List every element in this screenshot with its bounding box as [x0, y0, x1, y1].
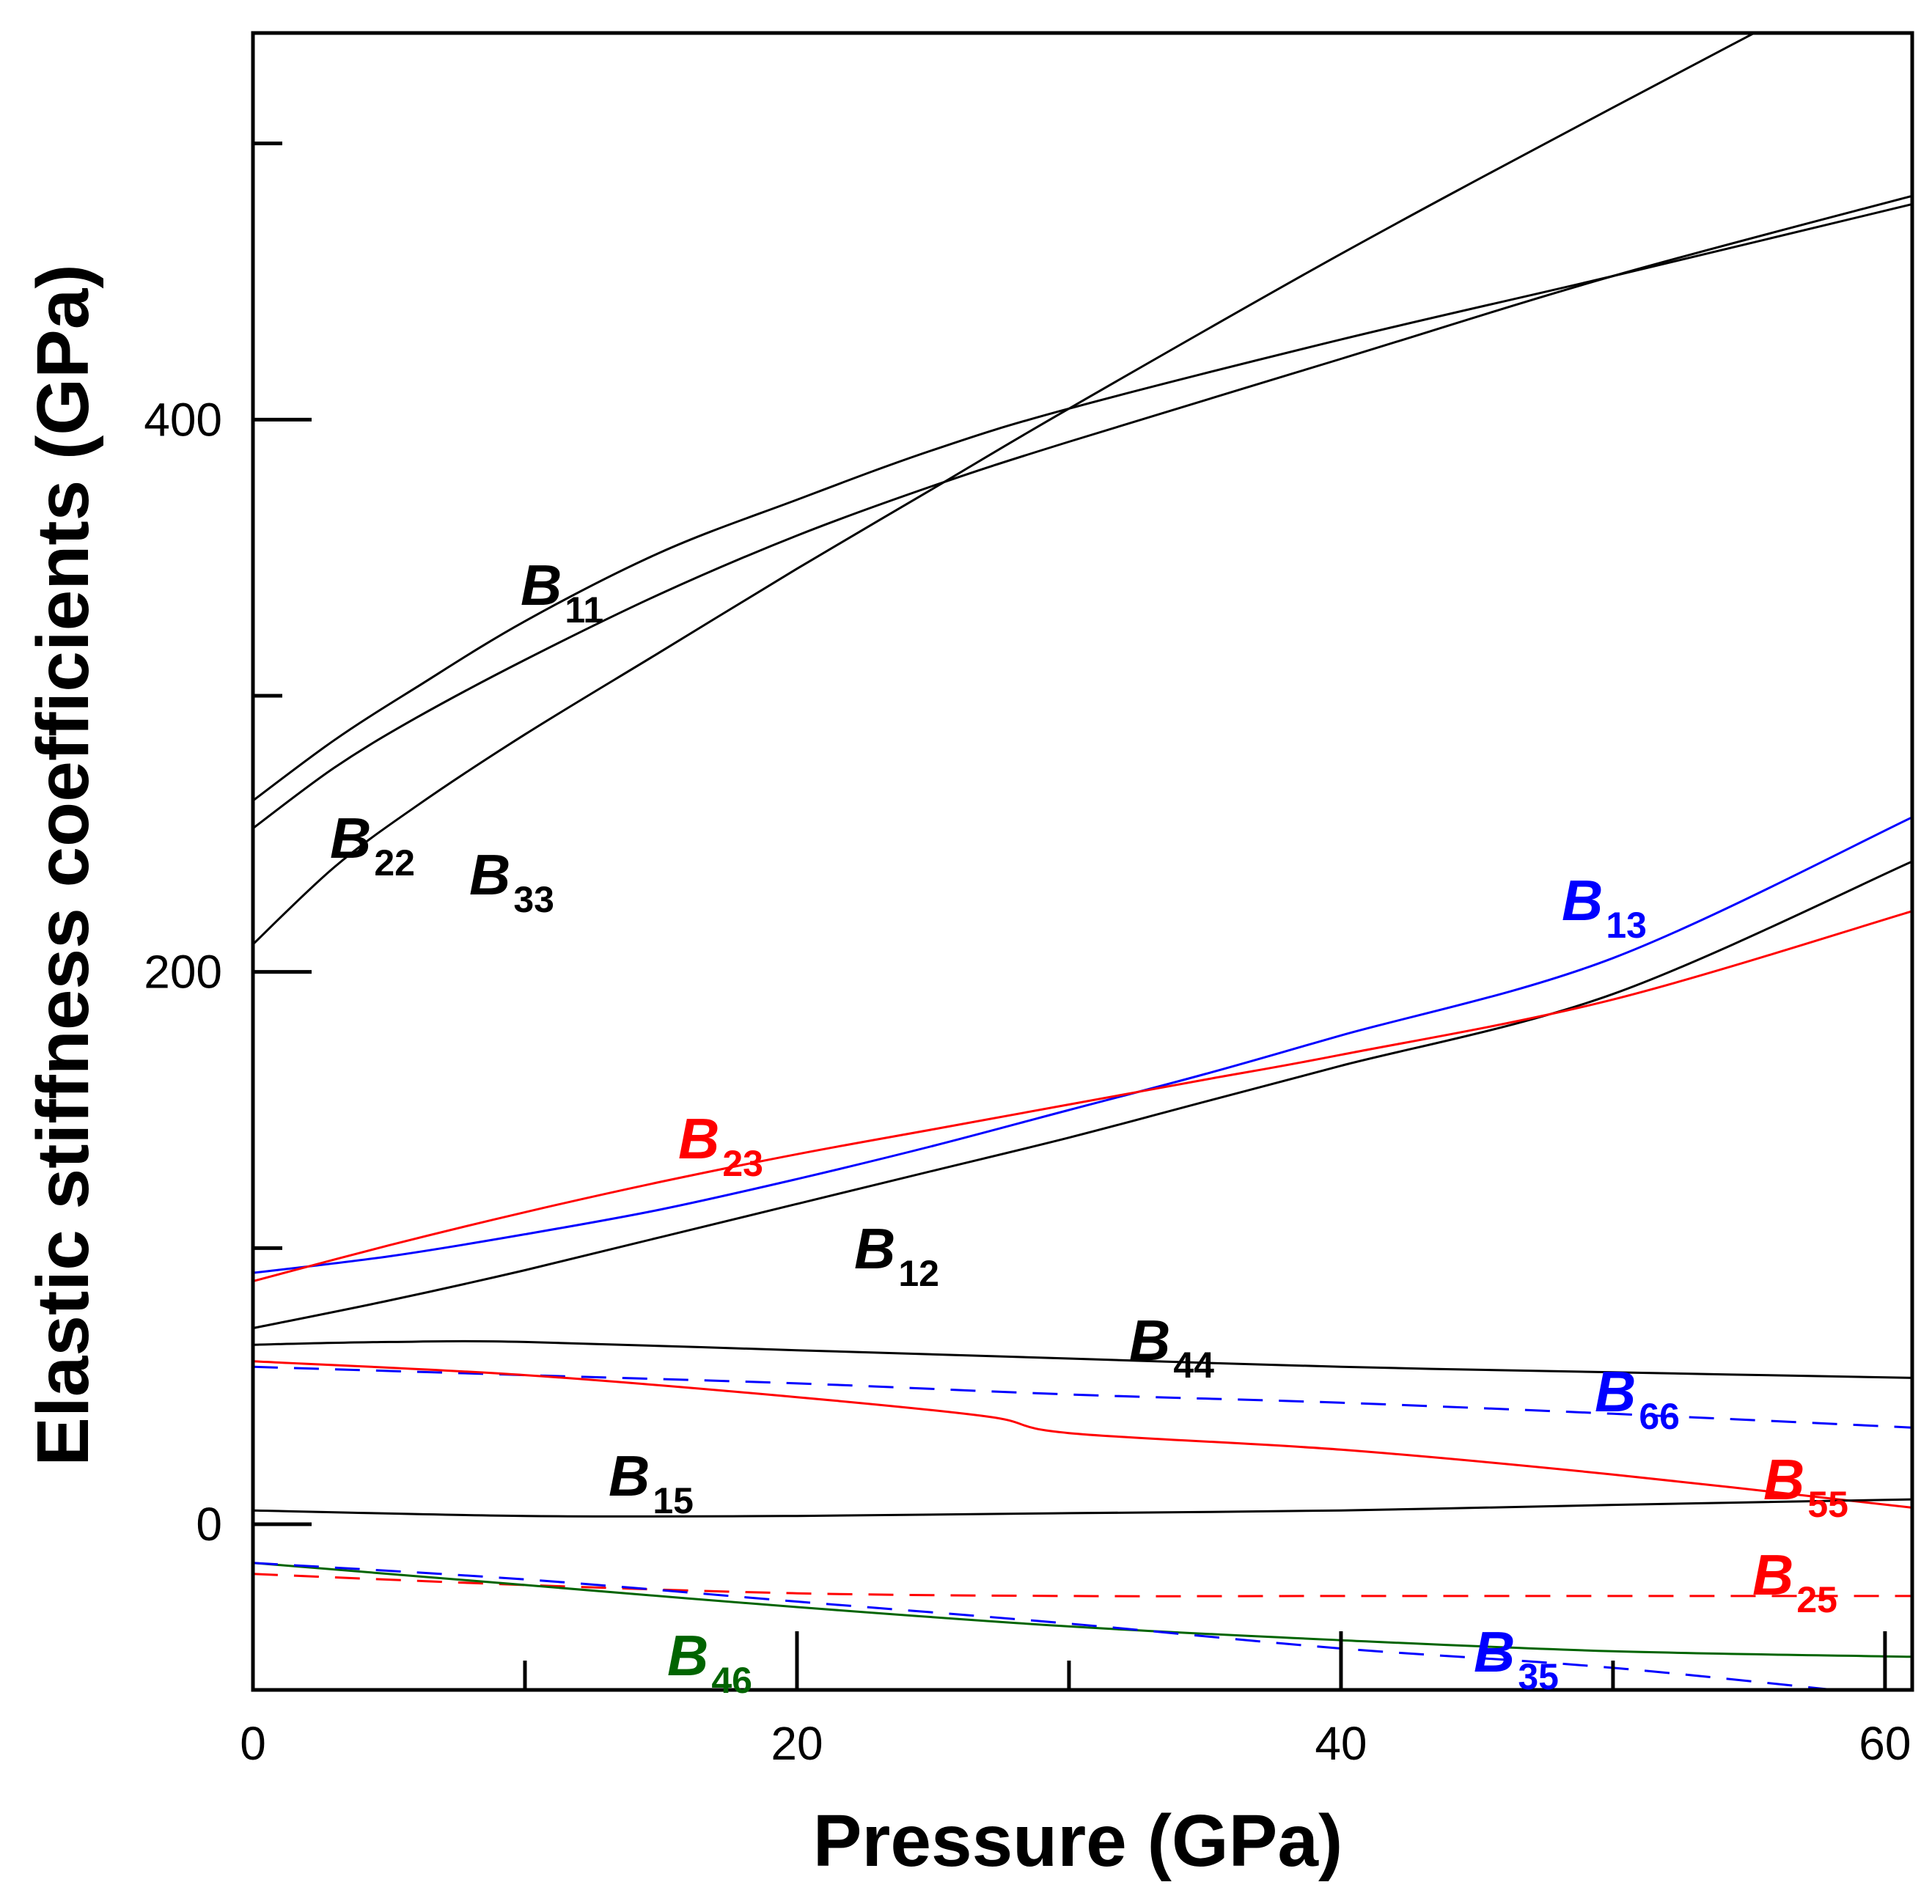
- curve-label-b35: B35: [1474, 1620, 1559, 1697]
- series-line-b12: [253, 860, 1912, 1330]
- series-line-b66: [253, 1365, 1912, 1429]
- curve-label-b25: B25: [1752, 1543, 1837, 1620]
- curve-label-b13: B13: [1562, 868, 1647, 946]
- curve-label-b15: B15: [609, 1444, 694, 1521]
- series-line-b44: [253, 1339, 1912, 1379]
- series-line-b13: [253, 816, 1912, 1274]
- series-layer: [253, 33, 1912, 1690]
- curve-label-b23: B23: [678, 1106, 763, 1184]
- series-line-b55: [253, 1360, 1912, 1509]
- x-tick-label: 40: [1315, 1717, 1367, 1770]
- y-axis-title: Elastic stiffness coefficients (GPa): [22, 264, 104, 1466]
- axes-layer: [251, 31, 1914, 1692]
- series-line-b33: [253, 33, 1757, 946]
- x-tick-label: 0: [240, 1717, 266, 1770]
- series-line-b25: [253, 1573, 1912, 1598]
- y-tick-label: 400: [144, 393, 222, 446]
- series-line-b23: [253, 910, 1912, 1282]
- curve-label-b12: B12: [854, 1216, 939, 1294]
- x-tick-label: 60: [1859, 1717, 1911, 1770]
- curve-label-b55: B55: [1763, 1447, 1848, 1525]
- curve-label-b33: B33: [469, 842, 554, 920]
- series-line-b15: [253, 1498, 1912, 1518]
- curve-label-b46: B46: [667, 1623, 752, 1701]
- curve-label-b11: B11: [521, 553, 603, 631]
- curve-label-b22: B22: [330, 806, 415, 883]
- curve-label-b66: B66: [1595, 1359, 1680, 1437]
- plot-frame: [251, 31, 1914, 1692]
- y-tick-label: 200: [144, 946, 222, 999]
- tick-labels: 0 20 40 60 0 200 400: [144, 393, 1911, 1770]
- x-axis-title: Pressure (GPa): [813, 1800, 1343, 1882]
- curve-labels: B11 B22 B33 B13 B12 B23 B44 B66 B55 B15 B25 B46 B35: [330, 553, 1848, 1701]
- series-line-b22: [253, 194, 1912, 830]
- x-tick-label: 20: [771, 1717, 823, 1770]
- curve-label-b44: B44: [1129, 1308, 1214, 1386]
- series-line-b11: [253, 203, 1912, 802]
- y-tick-label: 0: [196, 1498, 222, 1551]
- series-line-b46: [253, 1562, 1912, 1658]
